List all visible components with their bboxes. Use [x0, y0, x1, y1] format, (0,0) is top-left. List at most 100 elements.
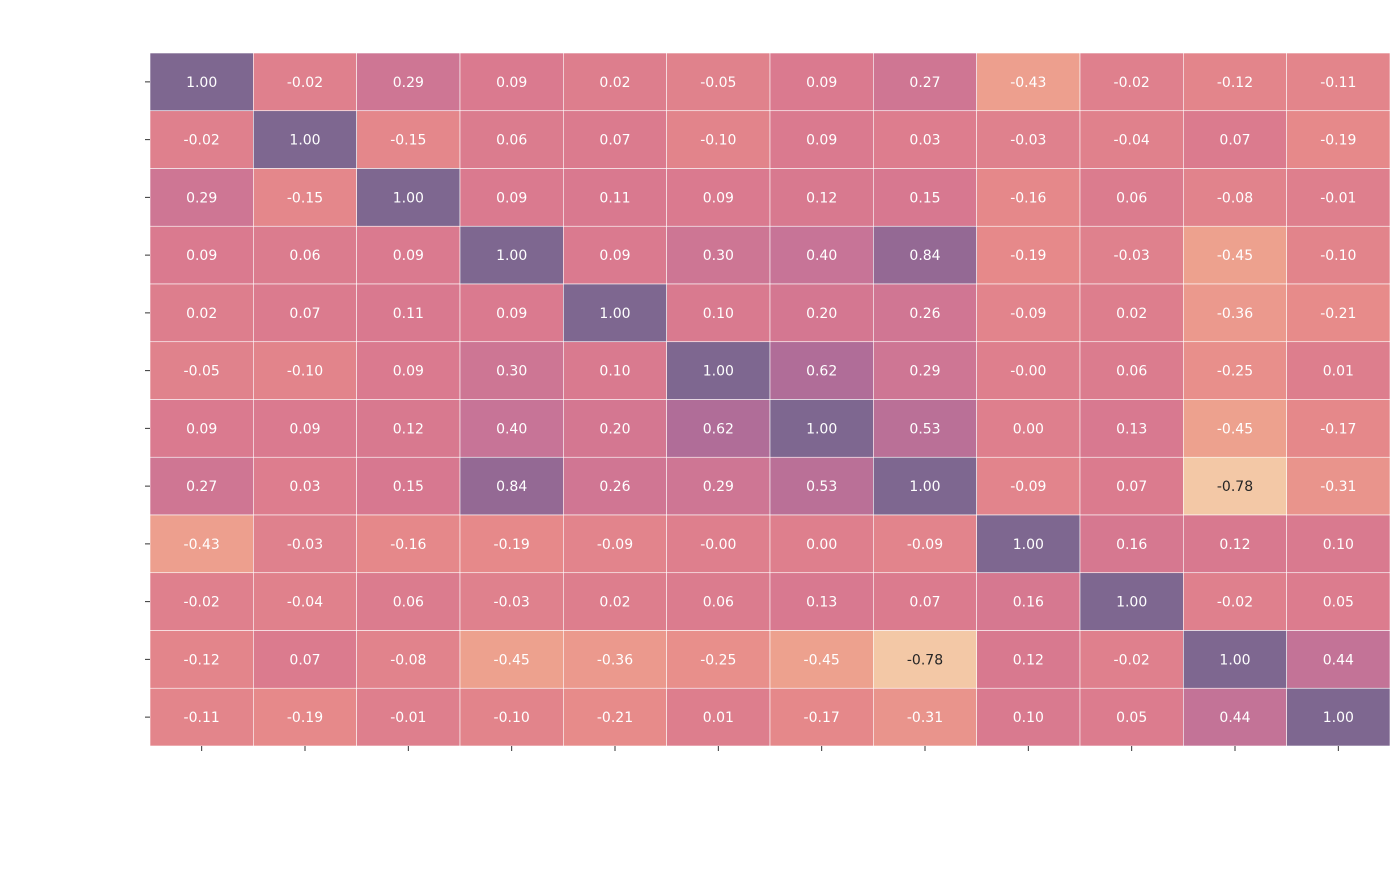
heatmap-cell-r6-c8	[976, 399, 1081, 458]
heatmap-cell-r4-c2	[356, 283, 461, 343]
heatmap-cell-r2-c10	[1183, 168, 1287, 227]
heatmap-value-r7-c11: -0.31	[1320, 479, 1356, 495]
heatmap-value-r6-c5: 0.62	[703, 421, 734, 437]
heatmap-cell-r7-c7	[873, 456, 977, 516]
heatmap-cell-r0-c4	[563, 52, 667, 112]
heatmap-value-r7-c10: -0.78	[1217, 479, 1253, 495]
heatmap-value-r11-c8: 0.10	[1013, 710, 1044, 726]
heatmap-cell-r9-c3	[459, 572, 564, 631]
heatmap-cell-r1-c4	[563, 110, 667, 169]
heatmap-value-r5-c7: 0.29	[909, 364, 940, 380]
heatmap-value-r4-c11: -0.21	[1320, 306, 1356, 322]
heatmap-cell-r2-c0	[149, 168, 254, 227]
heatmap-value-r5-c2: 0.09	[393, 364, 424, 380]
heatmap-cell-r7-c11	[1286, 456, 1391, 516]
heatmap-value-r3-c10: -0.45	[1217, 248, 1253, 264]
heatmap-value-r0-c4: 0.02	[599, 75, 630, 91]
heatmap-value-r9-c11: 0.05	[1323, 595, 1354, 611]
heatmap-value-r3-c11: -0.10	[1320, 248, 1356, 264]
heatmap-value-r2-c7: 0.15	[909, 190, 940, 206]
heatmap-value-r5-c3: 0.30	[496, 364, 527, 380]
heatmap-cell-r6-c10	[1183, 399, 1287, 458]
heatmap-cell-r11-c8	[976, 687, 1081, 747]
heatmap-value-r6-c0: 0.09	[186, 421, 217, 437]
heatmap-value-r2-c3: 0.09	[496, 190, 527, 206]
heatmap-cell-r10-c11	[1286, 630, 1391, 689]
heatmap-value-r1-c4: 0.07	[599, 133, 630, 149]
heatmap-cell-r9-c7	[873, 572, 977, 631]
heatmap-cell-r7-c2	[356, 456, 461, 516]
heatmap-value-r11-c4: -0.21	[597, 710, 633, 726]
heatmap-cell-r7-c1	[253, 456, 357, 516]
heatmap-value-r9-c10: -0.02	[1217, 595, 1253, 611]
heatmap-cell-r5-c0	[149, 341, 254, 400]
heatmap-cell-r10-c1	[253, 630, 357, 689]
heatmap-cell-r3-c3	[459, 225, 564, 285]
heatmap-cell-r1-c8	[976, 110, 1081, 169]
heatmap-cell-r9-c6	[769, 572, 874, 631]
heatmap-cell-r7-c3	[459, 456, 564, 516]
heatmap-value-r2-c10: -0.08	[1217, 190, 1253, 206]
heatmap-value-r0-c7: 0.27	[909, 75, 940, 91]
heatmap-cell-r6-c6	[769, 399, 874, 458]
heatmap-value-r2-c1: -0.15	[287, 190, 323, 206]
heatmap-value-r9-c7: 0.07	[909, 595, 940, 611]
heatmap-value-r8-c1: -0.03	[287, 537, 323, 553]
heatmap-value-r8-c9: 0.16	[1116, 537, 1147, 553]
heatmap-value-r3-c2: 0.09	[393, 248, 424, 264]
heatmap-cell-r10-c2	[356, 630, 461, 689]
heatmap-value-r8-c6: 0.00	[806, 537, 837, 553]
heatmap-cell-r3-c9	[1079, 225, 1184, 285]
heatmap-cell-r6-c0	[149, 399, 254, 458]
heatmap-value-r11-c10: 0.44	[1219, 710, 1250, 726]
heatmap-value-r9-c5: 0.06	[703, 595, 734, 611]
heatmap-cell-r7-c0	[149, 456, 254, 516]
heatmap-value-r7-c9: 0.07	[1116, 479, 1147, 495]
heatmap-value-r0-c5: -0.05	[700, 75, 736, 91]
heatmap-cell-r4-c7	[873, 283, 977, 343]
heatmap-value-r10-c4: -0.36	[597, 652, 633, 668]
heatmap-value-r4-c5: 0.10	[703, 306, 734, 322]
heatmap-value-r2-c2: 1.00	[393, 190, 424, 206]
heatmap-cell-r10-c6	[769, 630, 874, 689]
heatmap-value-r4-c8: -0.09	[1010, 306, 1046, 322]
heatmap-value-r10-c2: -0.08	[390, 652, 426, 668]
heatmap-value-r1-c2: -0.15	[390, 133, 426, 149]
heatmap-value-r10-c10: 1.00	[1219, 652, 1250, 668]
heatmap-value-r5-c4: 0.10	[599, 364, 630, 380]
heatmap-cell-r4-c10	[1183, 283, 1287, 343]
heatmap-value-r10-c11: 0.44	[1323, 652, 1354, 668]
heatmap-value-r6-c2: 0.12	[393, 421, 424, 437]
heatmap-value-r7-c7: 1.00	[909, 479, 940, 495]
heatmap-cell-r8-c9	[1079, 514, 1184, 574]
heatmap-value-r0-c1: -0.02	[287, 75, 323, 91]
heatmap-value-r1-c10: 0.07	[1219, 133, 1250, 149]
heatmap-cell-r4-c5	[666, 283, 771, 343]
heatmap-cell-r5-c5	[666, 341, 771, 400]
heatmap-cell-r0-c7	[873, 52, 977, 112]
heatmap-value-r9-c0: -0.02	[184, 595, 220, 611]
heatmap-cell-r10-c0	[149, 630, 254, 689]
heatmap-value-r10-c3: -0.45	[494, 652, 530, 668]
heatmap-cell-r10-c4	[563, 630, 667, 689]
heatmap-value-r2-c11: -0.01	[1320, 190, 1356, 206]
heatmap-value-r11-c5: 0.01	[703, 710, 734, 726]
heatmap-value-r3-c1: 0.06	[289, 248, 320, 264]
heatmap-cell-r11-c4	[563, 687, 667, 747]
heatmap-value-r8-c2: -0.16	[390, 537, 426, 553]
heatmap-value-r7-c5: 0.29	[703, 479, 734, 495]
heatmap-value-r6-c6: 1.00	[806, 421, 837, 437]
heatmap-value-r4-c3: 0.09	[496, 306, 527, 322]
heatmap-cell-r1-c2	[356, 110, 461, 169]
heatmap-value-r2-c0: 0.29	[186, 190, 217, 206]
heatmap-value-r6-c7: 0.53	[909, 421, 940, 437]
heatmap-value-r4-c6: 0.20	[806, 306, 837, 322]
heatmap-cell-r2-c3	[459, 168, 564, 227]
heatmap-value-r4-c7: 0.26	[909, 306, 940, 322]
heatmap-cell-r3-c1	[253, 225, 357, 285]
heatmap-value-r1-c11: -0.19	[1320, 133, 1356, 149]
heatmap-value-r1-c7: 0.03	[909, 133, 940, 149]
heatmap-value-r11-c11: 1.00	[1323, 710, 1354, 726]
heatmap-cell-r4-c1	[253, 283, 357, 343]
heatmap-value-r7-c4: 0.26	[599, 479, 630, 495]
